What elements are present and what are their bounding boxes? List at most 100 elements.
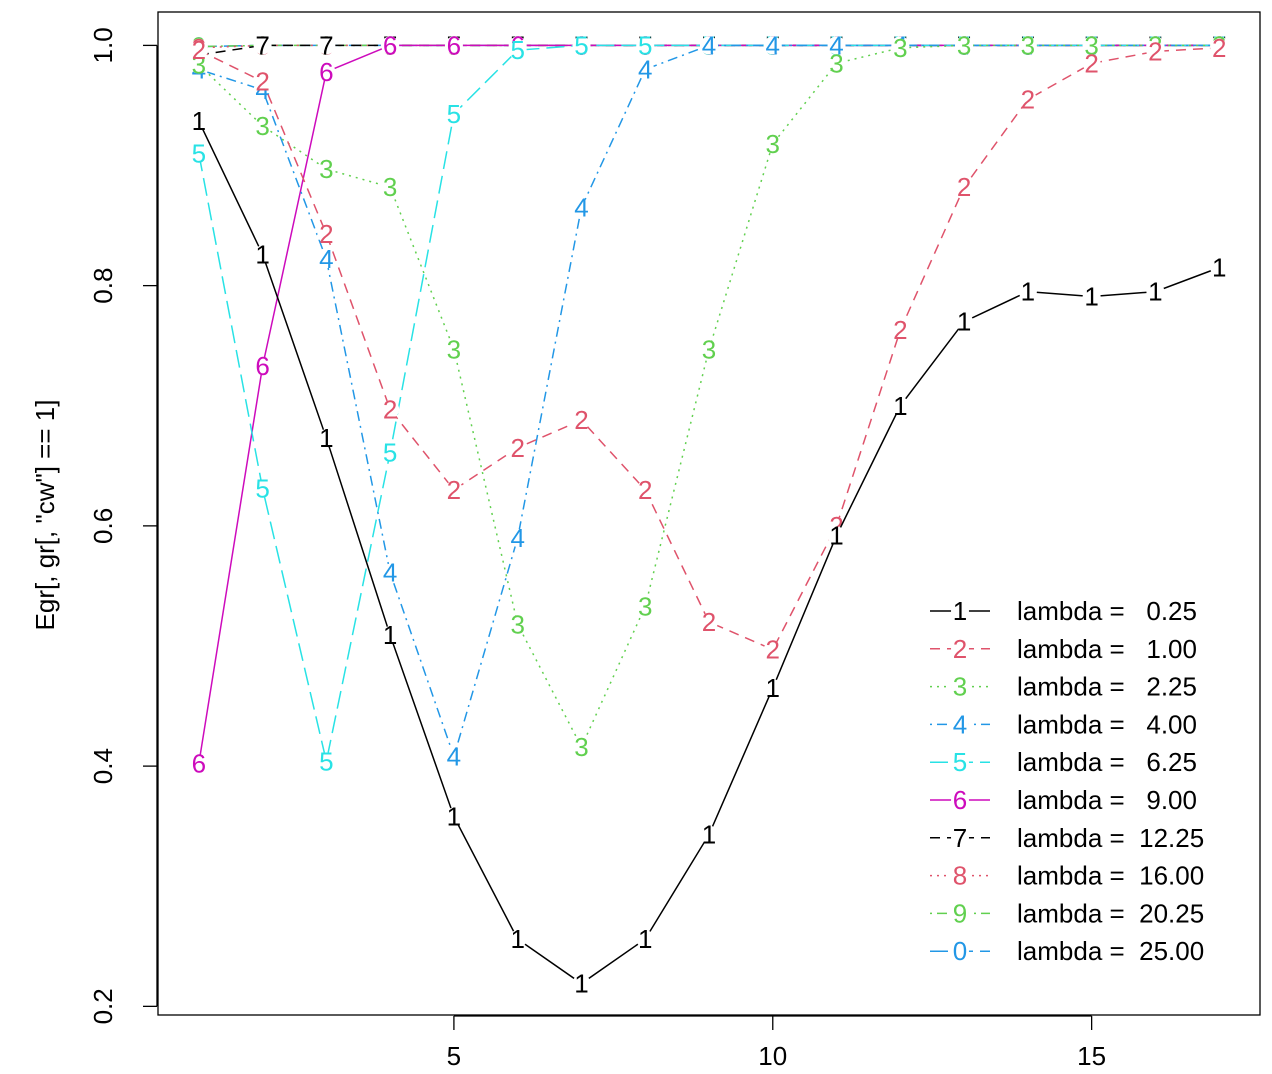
point-bg	[381, 626, 400, 645]
data-point-3: 3	[957, 30, 971, 60]
data-point-1: 1	[1021, 277, 1035, 307]
legend-label: lambda = 2.25	[1017, 672, 1197, 702]
data-point-1: 1	[255, 239, 269, 269]
data-point-1: 1	[319, 423, 333, 453]
point-bg	[700, 340, 718, 359]
data-point-2: 2	[192, 35, 206, 65]
point-bg	[1210, 258, 1229, 277]
point-bg	[253, 357, 272, 376]
y-tick-label: 0.2	[88, 988, 118, 1024]
data-point-2: 2	[702, 607, 716, 637]
data-point-3: 3	[893, 33, 907, 63]
data-point-4: 4	[383, 558, 397, 588]
legend-label: lambda = 20.25	[1017, 898, 1204, 928]
data-point-3: 3	[638, 591, 652, 621]
y-tick-label: 0.6	[88, 508, 118, 544]
point-bg	[381, 443, 400, 462]
point-bg	[317, 224, 336, 243]
series-1: 1 1 1 1 1 1 1 1 1 1 1 1 1 1 1 1 1	[189, 106, 1229, 999]
data-layer: 0000000000000000099999999999999999888888…	[189, 30, 1229, 999]
data-point-3: 3	[766, 129, 780, 159]
legend-label: lambda = 1.00	[1017, 634, 1197, 664]
data-point-5: 5	[192, 139, 206, 169]
point-bg	[444, 340, 463, 359]
data-point-3: 3	[510, 609, 524, 639]
data-point-3: 3	[319, 154, 333, 184]
data-point-5: 5	[510, 35, 524, 65]
point-bg	[444, 747, 463, 766]
legend-item: 6 lambda = 9.00	[930, 785, 1197, 815]
legend-symbol: 5	[953, 747, 967, 777]
series-line-1	[198, 120, 1220, 985]
data-point-5: 5	[574, 30, 588, 60]
legend-symbol-bg	[951, 753, 969, 772]
legend-item: 7 lambda = 12.25	[930, 823, 1204, 853]
data-point-3: 3	[1021, 30, 1035, 60]
x-tick-label: 15	[1077, 1041, 1106, 1071]
data-point-6: 6	[447, 30, 461, 60]
point-bg	[636, 36, 655, 55]
legend-label: lambda = 16.00	[1017, 861, 1204, 891]
data-point-3: 3	[702, 334, 716, 364]
data-point-5: 5	[255, 474, 269, 504]
point-bg	[827, 54, 846, 73]
legend-item: 0 lambda = 25.00	[930, 936, 1204, 966]
point-bg	[700, 612, 718, 631]
legend-symbol-bg	[951, 791, 969, 809]
data-point-5: 5	[447, 99, 461, 129]
x-tick-label: 10	[758, 1041, 787, 1071]
point-bg	[1146, 282, 1165, 301]
data-point-5: 5	[319, 746, 333, 776]
data-point-2: 2	[893, 315, 907, 345]
point-bg	[508, 930, 527, 949]
data-point-2: 2	[957, 172, 971, 202]
point-bg	[636, 597, 655, 616]
point-bg	[253, 245, 272, 264]
point-bg	[253, 116, 272, 135]
data-point-1: 1	[574, 969, 588, 999]
legend-symbol: 9	[953, 898, 967, 928]
point-bg	[636, 60, 655, 79]
point-bg	[381, 563, 400, 582]
legend: 1 lambda = 0.25 2 lambda = 1.00 3 lambda = 2.…	[930, 596, 1204, 966]
point-bg	[444, 480, 463, 499]
data-point-2: 2	[447, 475, 461, 505]
data-point-6: 6	[319, 57, 333, 87]
data-point-3: 3	[383, 172, 397, 202]
data-point-6: 6	[192, 749, 206, 779]
legend-symbol: 6	[953, 785, 967, 815]
legend-label: lambda = 4.00	[1017, 709, 1197, 739]
point-bg	[444, 104, 463, 123]
data-point-1: 1	[893, 391, 907, 421]
legend-item: 1 lambda = 0.25	[930, 596, 1197, 626]
point-bg	[381, 178, 400, 197]
data-point-3: 3	[255, 111, 269, 141]
point-bg	[763, 134, 782, 153]
series-5: 55555555555555555	[189, 30, 1229, 776]
data-point-4: 4	[829, 30, 843, 60]
data-point-6: 6	[255, 351, 269, 381]
data-point-4: 4	[319, 244, 333, 274]
x-tick-label: 5	[447, 1041, 461, 1071]
data-point-4: 4	[510, 523, 524, 553]
point-bg	[253, 479, 272, 498]
data-point-1: 1	[638, 924, 652, 954]
point-bg	[189, 112, 208, 131]
data-point-1: 1	[192, 106, 206, 136]
point-bg	[317, 62, 336, 81]
legend-label: lambda = 0.25	[1017, 596, 1197, 626]
data-point-2: 2	[766, 635, 780, 665]
series-2: 2 2 2 2 2 2 2 2 2 2 2 2 2 2 2 2 2	[189, 33, 1229, 665]
point-bg	[891, 396, 910, 415]
legend-symbol-bg	[951, 904, 969, 923]
legend-item: 8 lambda = 16.00	[930, 861, 1204, 891]
data-point-2: 2	[383, 394, 397, 424]
point-bg	[444, 36, 463, 55]
point-bg	[636, 480, 655, 499]
point-bg	[1082, 36, 1101, 55]
y-tick-label: 1.0	[88, 27, 118, 63]
point-bg	[700, 36, 718, 55]
data-point-1: 1	[447, 802, 461, 832]
point-bg	[317, 752, 336, 771]
